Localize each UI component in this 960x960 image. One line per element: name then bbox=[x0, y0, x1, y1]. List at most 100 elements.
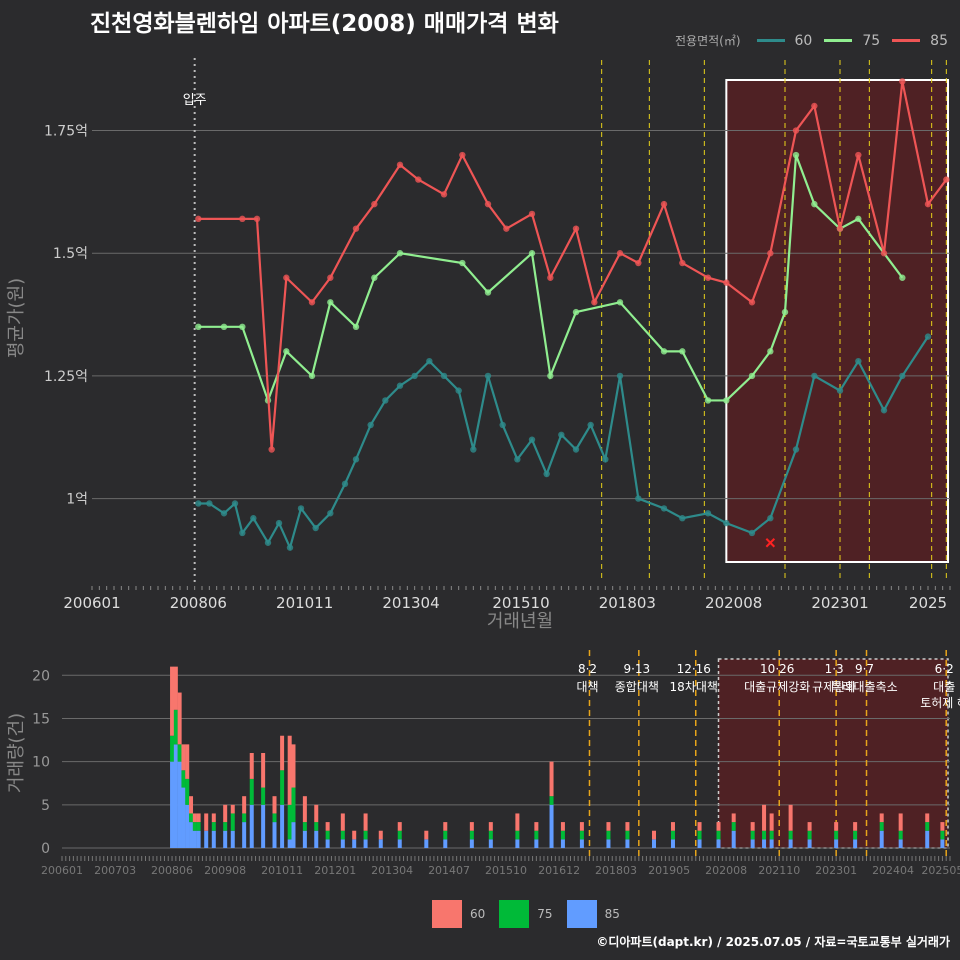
volume-bar-85 bbox=[211, 830, 216, 848]
volume-bar-75 bbox=[249, 778, 254, 805]
volume-bar-75 bbox=[549, 796, 554, 805]
data-point-60 bbox=[239, 529, 246, 537]
volume-bar-75 bbox=[181, 770, 186, 788]
volume-bar-75 bbox=[807, 830, 812, 840]
data-point-60 bbox=[312, 524, 319, 532]
x-tick-label: 201612 bbox=[538, 864, 580, 877]
data-point-85 bbox=[352, 225, 360, 232]
policy-date-label: 9·13 bbox=[623, 662, 650, 676]
volume-bar-60 bbox=[469, 822, 474, 831]
highlight-region bbox=[725, 79, 949, 563]
volume-bar-85 bbox=[697, 839, 702, 848]
volume-bar-85 bbox=[261, 804, 266, 848]
volume-bar-85 bbox=[469, 839, 474, 848]
volume-bar-85 bbox=[606, 839, 611, 848]
volume-bar-75 bbox=[223, 822, 228, 831]
volume-bar-85 bbox=[340, 839, 345, 848]
data-point-60 bbox=[275, 519, 283, 527]
volume-bar-85 bbox=[230, 830, 235, 848]
data-point-85 bbox=[484, 200, 492, 208]
volume-bar-85 bbox=[731, 830, 736, 848]
volume-bar-85 bbox=[670, 839, 675, 848]
volume-bar-85 bbox=[560, 839, 565, 848]
volume-bar-85 bbox=[534, 839, 539, 848]
x-tick-label: 200601 bbox=[63, 594, 120, 612]
volume-bar-75 bbox=[314, 822, 319, 831]
data-point-85 bbox=[792, 127, 800, 134]
data-point-60 bbox=[748, 529, 756, 537]
volume-bar-75 bbox=[697, 830, 702, 840]
data-point-85 bbox=[440, 191, 448, 198]
volume-bar-60 bbox=[879, 813, 884, 823]
volume-bar-75 bbox=[834, 830, 839, 840]
policy-name-label: 종합대책 bbox=[615, 679, 659, 694]
volume-bar-60 bbox=[925, 813, 930, 823]
volume-bar-60 bbox=[302, 796, 307, 823]
source-footer: ©디아파트(dapt.kr) / 2025.07.05 / 자료=국토교통부 실… bbox=[596, 935, 950, 949]
volume-bar-60 bbox=[230, 804, 235, 814]
volume-bar-75 bbox=[261, 787, 266, 805]
volume-bar-85 bbox=[625, 839, 630, 848]
data-point-60 bbox=[587, 421, 594, 429]
volume-bar-85 bbox=[185, 804, 190, 848]
volume-bar-85 bbox=[788, 839, 793, 848]
volume-bar-60 bbox=[196, 813, 201, 823]
data-point-60 bbox=[558, 431, 565, 438]
volume-bar-85 bbox=[397, 839, 402, 848]
volume-bar-60 bbox=[534, 822, 539, 831]
y-tick-label: 1.75억 bbox=[44, 124, 88, 140]
volume-bar-75 bbox=[853, 830, 858, 840]
data-point-60 bbox=[679, 515, 686, 522]
volume-bar-75 bbox=[443, 830, 448, 840]
data-point-85 bbox=[195, 215, 202, 223]
policy-name-label: 18차대책 bbox=[670, 679, 718, 694]
data-point-60 bbox=[297, 505, 305, 512]
volume-bar-75 bbox=[196, 822, 201, 831]
y-axis-title: 평균가(원) bbox=[6, 278, 27, 358]
x-tick-label: 200703 bbox=[94, 864, 136, 877]
data-point-60 bbox=[543, 470, 550, 478]
data-point-85 bbox=[679, 259, 686, 267]
volume-bar-60 bbox=[940, 822, 945, 831]
volume-bar-75 bbox=[879, 822, 884, 831]
data-point-75 bbox=[792, 151, 800, 159]
data-point-60 bbox=[499, 421, 506, 429]
policy-name-label: 규제완화 bbox=[812, 680, 856, 694]
volume-bar-85 bbox=[287, 839, 292, 848]
data-point-60 bbox=[426, 357, 433, 365]
volume-bar-85 bbox=[192, 830, 197, 848]
volume-bar-85 bbox=[280, 804, 285, 848]
data-point-60 bbox=[767, 515, 774, 522]
data-point-75 bbox=[547, 372, 554, 380]
volume-bar-75 bbox=[625, 830, 630, 840]
volume-bar-60 bbox=[807, 822, 812, 831]
data-point-75 bbox=[220, 323, 228, 331]
data-point-85 bbox=[616, 250, 624, 257]
data-point-75 bbox=[660, 348, 668, 355]
volume-bar-60 bbox=[280, 735, 285, 771]
volume-bar-75 bbox=[534, 830, 539, 840]
legend-label-75: 75 bbox=[862, 32, 881, 49]
data-point-75 bbox=[352, 323, 360, 331]
y-axis-title: 거래량(건) bbox=[6, 713, 27, 793]
series-line-60 bbox=[198, 336, 929, 551]
legend-line-60 bbox=[756, 39, 785, 42]
volume-bar-75 bbox=[397, 830, 402, 840]
volume-bar-60 bbox=[697, 822, 702, 831]
volume-bar-75 bbox=[940, 830, 945, 840]
policy-name-label: 특례대출축소 bbox=[831, 680, 897, 694]
price-chart: 1억 1.25억 1.5억 1.75억 입주 200601 200806 201011 2013… bbox=[6, 58, 951, 632]
data-point-85 bbox=[899, 78, 906, 85]
volume-bar-85 bbox=[302, 830, 307, 848]
volume-bar-85 bbox=[196, 830, 201, 848]
volume-bar-85 bbox=[170, 761, 175, 848]
latest-marker-icon bbox=[765, 538, 776, 548]
volume-bar-60 bbox=[378, 830, 383, 840]
data-point-60 bbox=[220, 510, 228, 517]
x-tick-label: 201011 bbox=[261, 864, 303, 877]
volume-bar-60 bbox=[716, 822, 721, 831]
volume-bar-75 bbox=[363, 830, 368, 840]
data-point-85 bbox=[396, 161, 404, 169]
volume-bar-75 bbox=[185, 778, 190, 805]
data-point-60 bbox=[484, 372, 492, 380]
